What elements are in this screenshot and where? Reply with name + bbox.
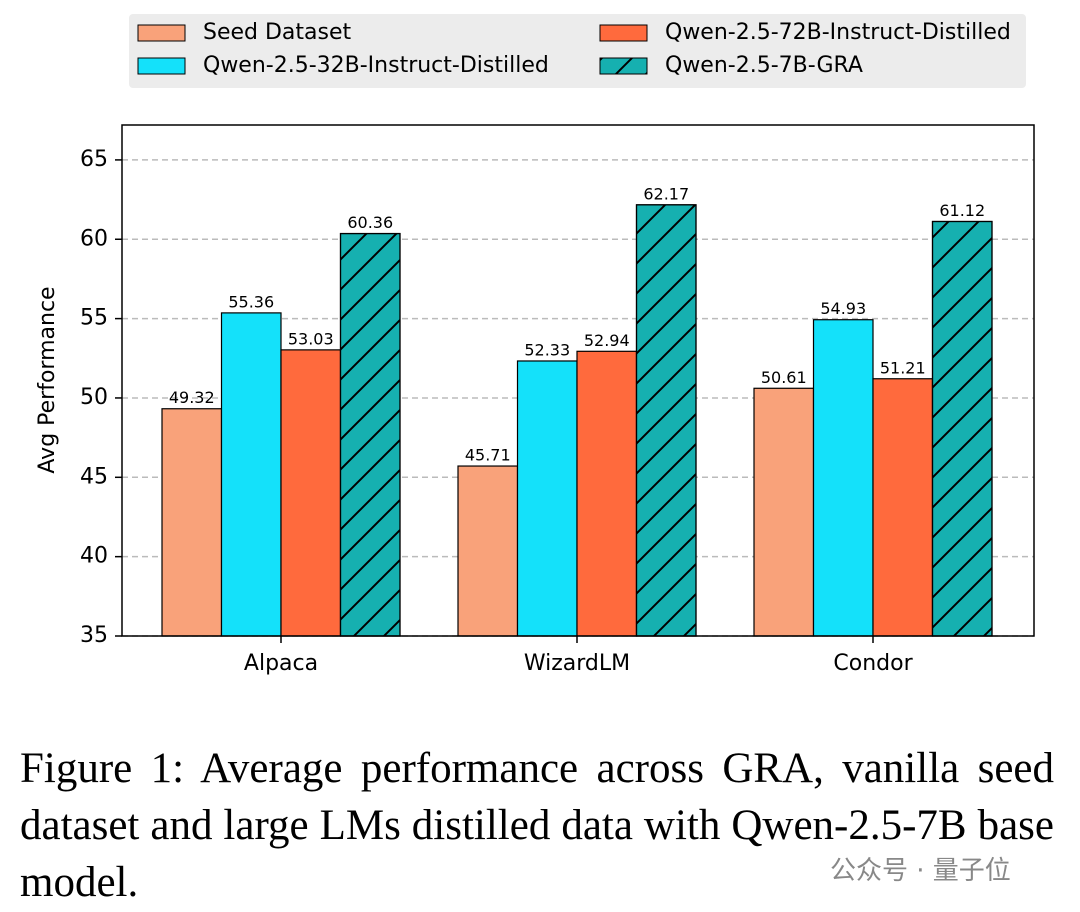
y-tick-label: 45 [80,464,108,489]
bar [812,319,874,637]
value-label: 45.71 [465,446,511,465]
x-tick-label: Alpaca [244,651,318,676]
value-label: 54.93 [820,299,866,318]
value-label: 49.32 [169,388,215,407]
y-tick-label: 55 [80,306,108,331]
y-tick-label: 65 [80,147,108,172]
legend-label: Qwen-2.5-7B-GRA [665,53,863,78]
legend-swatch [137,57,186,75]
watermark: 公众号 · 量子位 [830,856,1011,886]
legend-swatch-hatch [599,57,648,75]
y-tick-label: 40 [80,544,108,569]
legend-box [129,14,1026,88]
value-label: 60.36 [347,213,393,232]
y-tick-label: 60 [80,226,108,251]
value-label: 53.03 [288,329,334,348]
value-label: 52.33 [524,340,570,359]
bar [753,387,815,637]
bar-hatch [635,204,697,637]
chart: Avg Performance 35 40 45 50 55 60 65 Alpaca 49.3… [35,14,1035,676]
bar [457,465,519,637]
bar [220,312,282,637]
legend-swatch [599,24,648,42]
bar-hatch [339,232,401,637]
legend-label: Seed Dataset [203,20,352,45]
value-label: 55.36 [228,292,274,311]
plot-frame [121,124,1035,637]
y-axis-label: Avg Performance [35,286,60,473]
value-label: 61.12 [939,201,985,220]
bar [516,360,578,637]
legend-label: Qwen-2.5-72B-Instruct-Distilled [665,20,1011,45]
value-label: 51.21 [880,358,926,377]
legend-label: Qwen-2.5-32B-Instruct-Distilled [203,53,549,78]
bar [576,350,638,637]
bar [161,408,223,637]
value-label: 62.17 [643,184,689,203]
y-tick-label: 50 [80,385,108,410]
x-tick-label: WizardLM [524,651,630,676]
caption: Figure 1: Average performance across GRA… [20,745,1054,906]
bar-hatch [931,220,993,637]
x-tick-label: Condor [833,651,913,676]
y-tick-label: 35 [80,623,108,648]
legend-swatch [137,24,186,42]
bar [872,378,934,637]
value-label: 52.94 [584,331,630,350]
bar [280,349,342,637]
value-label: 50.61 [761,368,807,387]
